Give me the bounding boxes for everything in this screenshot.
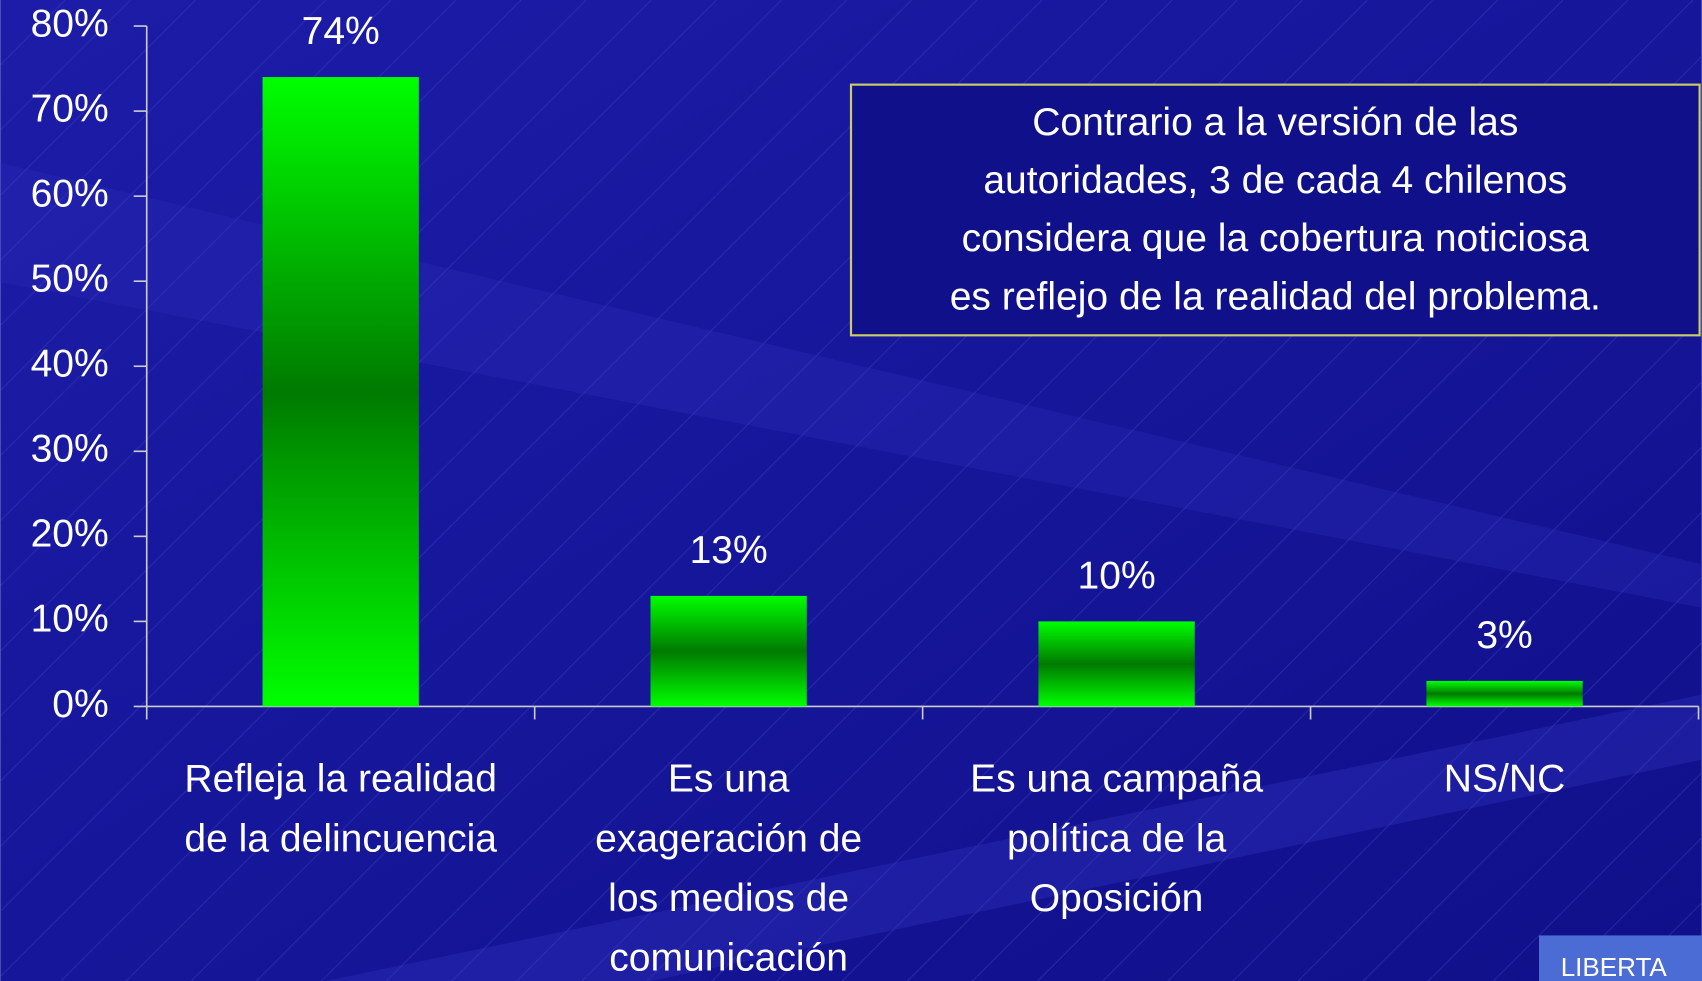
value-label: 3%: [1476, 614, 1532, 657]
logo: LIBERTA: [1561, 952, 1668, 981]
value-label: 10%: [1078, 554, 1156, 597]
logo-box: [1539, 935, 1702, 981]
y-tick-label: 30%: [31, 428, 109, 471]
y-tick-label: 60%: [31, 172, 109, 215]
x-tick-label: de la delincuencia: [184, 817, 497, 860]
y-tick-label: 50%: [31, 258, 109, 301]
y-tick-label: 10%: [31, 598, 109, 641]
y-tick-label: 0%: [52, 683, 108, 726]
x-tick-label: Es una campaña: [970, 758, 1263, 801]
x-tick-label: exageración de: [595, 817, 862, 860]
y-tick-label: 70%: [31, 87, 109, 130]
bar: [1426, 680, 1583, 707]
annotation: es reflejo de la realidad del problema.: [950, 275, 1601, 318]
y-tick-label: 80%: [31, 2, 109, 45]
bar: [1038, 621, 1195, 707]
bar: [262, 77, 419, 707]
bar: [650, 595, 807, 707]
value-label: 74%: [302, 10, 380, 53]
x-tick-label: comunicación: [609, 937, 848, 980]
y-tick-label: 20%: [31, 513, 109, 556]
x-tick-label: Oposición: [1030, 877, 1204, 920]
y-tick-label: 40%: [31, 343, 109, 386]
annotation: Contrario a la versión de las: [1032, 101, 1518, 144]
annotation: considera que la cobertura noticiosa: [962, 217, 1590, 260]
x-tick-label: Es una: [668, 758, 790, 801]
value-label: 13%: [690, 529, 768, 572]
x-tick-label: NS/NC: [1444, 758, 1565, 801]
x-tick-label: los medios de: [608, 877, 849, 920]
x-tick-label: Refleja la realidad: [184, 758, 497, 801]
x-tick-label: política de la: [1007, 817, 1227, 860]
annotation-box: [849, 83, 1701, 337]
annotation: autoridades, 3 de cada 4 chilenos: [983, 159, 1567, 202]
